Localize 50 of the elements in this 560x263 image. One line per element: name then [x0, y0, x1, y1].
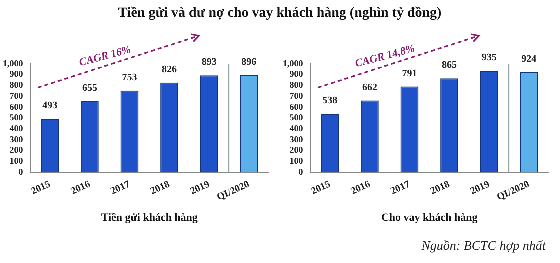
x-axis-title: Tiền gửi khách hàng — [101, 212, 198, 224]
y-tick-label: 600 — [10, 102, 24, 112]
x-tick-label: 2019 — [188, 179, 212, 198]
data-label: 865 — [442, 60, 458, 72]
data-label: 493 — [42, 100, 58, 112]
y-tick-label: 1,000 — [3, 58, 24, 68]
y-tick-label: 200 — [10, 145, 24, 156]
y-tick-label: 100 — [10, 156, 24, 166]
y-tick-label: 800 — [10, 80, 24, 90]
x-tick-label: 2015 — [310, 179, 332, 198]
y-tick-label: 0 — [298, 166, 304, 177]
y-tick-label: 400 — [10, 123, 24, 134]
y-tick-label: 800 — [290, 80, 304, 90]
x-axis-title: Cho vay khách hàng — [381, 212, 478, 224]
annotation: CAGR 14,8% — [354, 42, 416, 70]
y-tick-label: 0 — [18, 166, 24, 177]
data-label: 896 — [242, 56, 257, 68]
y-tick-label: 200 — [290, 145, 304, 156]
y-tick-label: 700 — [290, 90, 304, 101]
x-tick-label: 2017 — [109, 179, 132, 198]
data-label: 924 — [522, 54, 537, 65]
x-tick-label: 2017 — [389, 179, 412, 198]
y-tick-label: 500 — [290, 112, 304, 123]
data-label: 655 — [82, 83, 98, 94]
y-tick-label: 500 — [10, 112, 24, 123]
text: Nguồn: BCTC hợp nhất — [422, 238, 546, 254]
x-tick-label: 2015 — [30, 179, 52, 198]
data-label: 662 — [362, 82, 378, 94]
chart-title: Tiền gửi và dư nợ cho vay khách hàng (nghìn tỷ đồng) — [117, 6, 443, 22]
data-label: 935 — [482, 52, 497, 64]
data-label: 753 — [122, 72, 138, 84]
data-label: 893 — [202, 57, 217, 68]
annotation: CAGR 16% — [78, 44, 132, 70]
x-tick-label: 2016 — [70, 179, 92, 198]
y-tick-label: 900 — [10, 69, 24, 80]
y-tick-label: 300 — [10, 134, 24, 144]
x-tick-label: 2018 — [429, 179, 452, 198]
data-label: 538 — [322, 96, 338, 107]
y-tick-label: 400 — [290, 123, 304, 134]
y-tick-label: 100 — [290, 156, 304, 166]
y-tick-label: 600 — [290, 102, 304, 112]
data-label: 791 — [402, 68, 418, 80]
y-tick-label: 300 — [290, 134, 304, 144]
y-tick-label: 900 — [290, 69, 304, 80]
x-tick-label: 2016 — [350, 179, 372, 198]
data-label: 826 — [162, 64, 178, 76]
x-tick-label: 2018 — [149, 179, 172, 198]
y-tick-label: 700 — [10, 90, 24, 101]
x-tick-label: 2019 — [468, 179, 492, 198]
y-tick-label: 1,000 — [283, 58, 304, 68]
